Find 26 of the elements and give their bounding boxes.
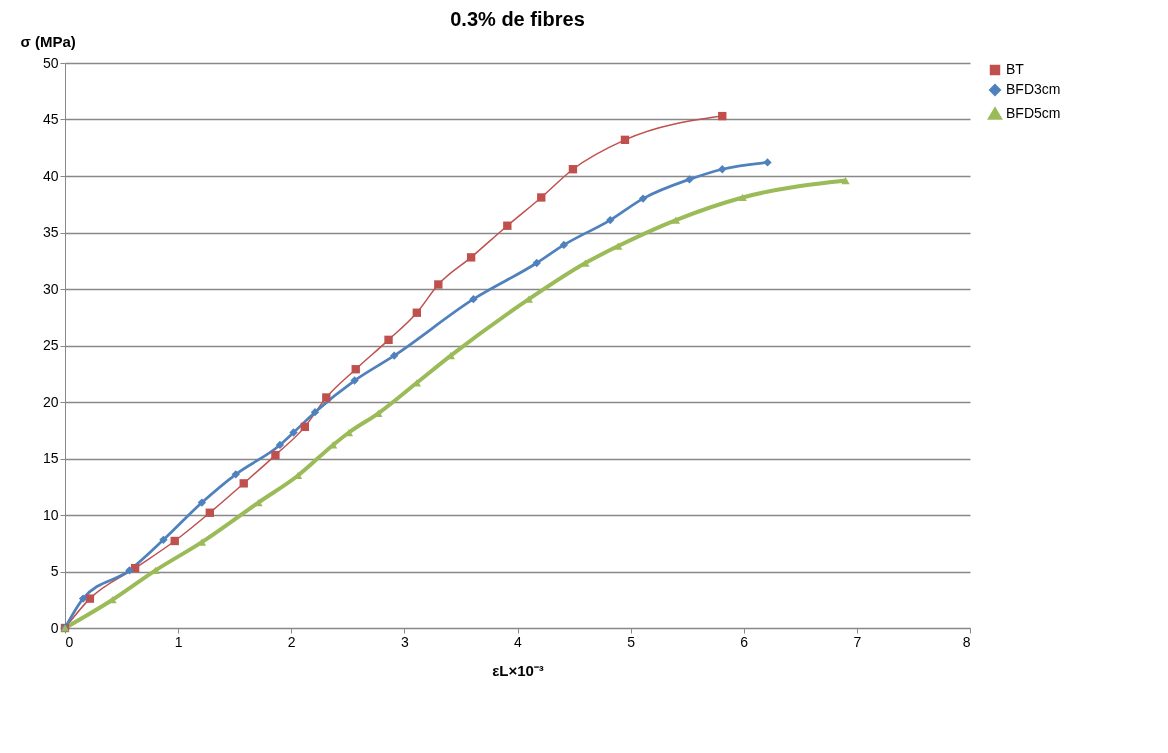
x-tick-label: 3 bbox=[400, 633, 409, 650]
x-axis-title: εL×10⁻³ bbox=[492, 661, 544, 679]
y-tick-label: 20 bbox=[42, 393, 59, 410]
y-tick-label: 10 bbox=[42, 506, 59, 523]
y-tick-label: 15 bbox=[42, 450, 59, 466]
x-tick-label: 4 bbox=[514, 633, 523, 650]
y-tick-label: 25 bbox=[42, 337, 59, 353]
legend-label: BFD3cm bbox=[1006, 81, 1061, 97]
legend-label: BT bbox=[1006, 61, 1025, 77]
y-axis-title: σ (MPa) bbox=[20, 32, 76, 50]
legend-label: BFD5cm bbox=[1006, 105, 1061, 121]
chart-title: 0.3% de fibres bbox=[450, 8, 585, 30]
y-tick-label: 0 bbox=[50, 619, 59, 636]
x-tick-label: 6 bbox=[740, 633, 749, 650]
x-tick-label: 8 bbox=[962, 633, 971, 650]
x-tick-label: 7 bbox=[853, 633, 862, 650]
x-tick-label: 2 bbox=[287, 633, 296, 650]
y-tick-label: 35 bbox=[42, 224, 59, 240]
y-tick-label: 5 bbox=[50, 563, 59, 579]
y-tick-label: 30 bbox=[42, 280, 59, 297]
y-tick-label: 45 bbox=[42, 111, 59, 127]
y-tick-label: 40 bbox=[42, 167, 59, 184]
x-tick-label: 1 bbox=[174, 633, 183, 650]
x-tick-label: 5 bbox=[627, 633, 636, 650]
y-tick-label: 50 bbox=[42, 54, 59, 71]
x-tick-label: 0 bbox=[65, 633, 74, 650]
